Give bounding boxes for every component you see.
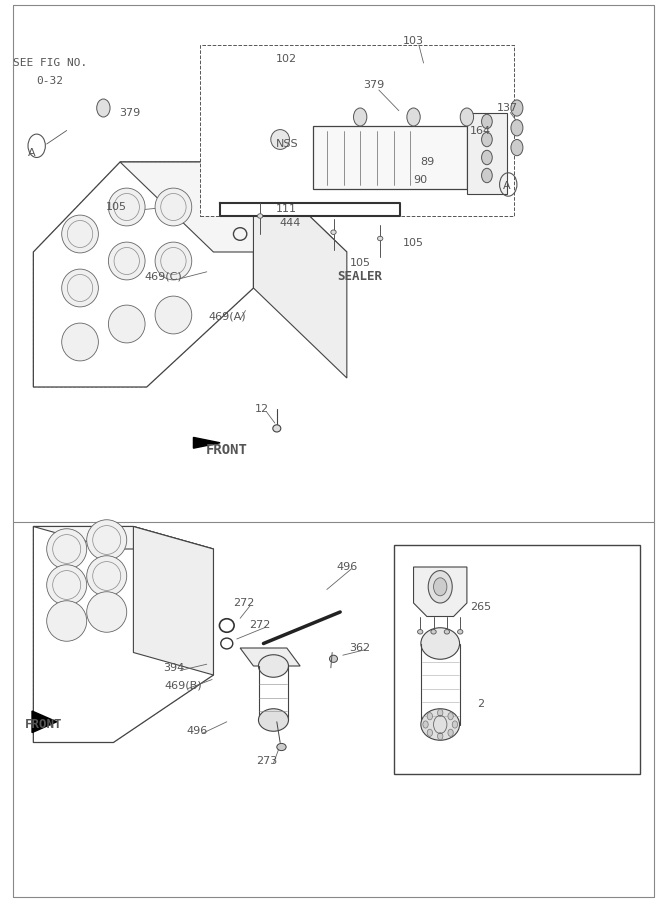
Text: 362: 362 bbox=[350, 643, 371, 653]
Ellipse shape bbox=[418, 630, 423, 634]
Text: 469(A): 469(A) bbox=[208, 311, 245, 322]
Circle shape bbox=[482, 150, 492, 165]
Text: 90: 90 bbox=[413, 175, 428, 185]
Ellipse shape bbox=[87, 555, 127, 596]
Ellipse shape bbox=[108, 242, 145, 280]
Text: 2: 2 bbox=[477, 698, 484, 709]
Text: 12: 12 bbox=[255, 404, 269, 415]
Ellipse shape bbox=[331, 230, 336, 235]
Ellipse shape bbox=[87, 520, 127, 560]
Circle shape bbox=[434, 578, 447, 596]
Text: 496: 496 bbox=[186, 725, 207, 736]
Circle shape bbox=[482, 114, 492, 129]
Ellipse shape bbox=[421, 709, 460, 740]
Circle shape bbox=[428, 571, 452, 603]
Ellipse shape bbox=[444, 630, 450, 634]
Circle shape bbox=[511, 100, 523, 116]
Text: 496: 496 bbox=[336, 562, 358, 572]
Bar bbox=[200, 45, 514, 216]
Text: FRONT: FRONT bbox=[25, 718, 62, 731]
Ellipse shape bbox=[47, 601, 87, 641]
Text: SEALER: SEALER bbox=[338, 270, 383, 283]
Text: 444: 444 bbox=[279, 218, 301, 229]
Circle shape bbox=[452, 721, 458, 728]
Text: A: A bbox=[503, 181, 511, 192]
Polygon shape bbox=[414, 567, 467, 616]
Text: 272: 272 bbox=[233, 598, 254, 608]
Text: 394: 394 bbox=[163, 662, 184, 673]
Text: FRONT: FRONT bbox=[206, 443, 247, 457]
Text: 111: 111 bbox=[276, 203, 297, 214]
Circle shape bbox=[427, 729, 432, 736]
Text: 137: 137 bbox=[496, 103, 518, 113]
Text: 469(C): 469(C) bbox=[145, 271, 182, 282]
Circle shape bbox=[511, 140, 523, 156]
Circle shape bbox=[448, 713, 454, 720]
Ellipse shape bbox=[87, 592, 127, 632]
Ellipse shape bbox=[108, 188, 145, 226]
Polygon shape bbox=[32, 711, 57, 733]
Ellipse shape bbox=[421, 628, 460, 659]
Ellipse shape bbox=[273, 425, 281, 432]
Text: SEE FIG NO.: SEE FIG NO. bbox=[13, 58, 87, 68]
Circle shape bbox=[427, 713, 432, 720]
Polygon shape bbox=[133, 526, 213, 675]
Circle shape bbox=[438, 709, 443, 716]
Polygon shape bbox=[240, 648, 300, 666]
Text: 272: 272 bbox=[249, 620, 271, 631]
Ellipse shape bbox=[61, 323, 99, 361]
Polygon shape bbox=[33, 162, 253, 387]
Circle shape bbox=[482, 132, 492, 147]
Text: 164: 164 bbox=[470, 125, 491, 136]
Text: 105: 105 bbox=[106, 202, 127, 212]
Text: A: A bbox=[28, 148, 36, 158]
Text: 265: 265 bbox=[470, 602, 491, 613]
Polygon shape bbox=[193, 437, 220, 448]
Ellipse shape bbox=[108, 305, 145, 343]
Circle shape bbox=[482, 168, 492, 183]
Circle shape bbox=[438, 733, 443, 740]
Ellipse shape bbox=[258, 655, 288, 677]
Text: 0-32: 0-32 bbox=[37, 76, 63, 86]
Ellipse shape bbox=[271, 130, 289, 149]
Ellipse shape bbox=[47, 529, 87, 570]
Text: 469(B): 469(B) bbox=[165, 680, 202, 691]
Polygon shape bbox=[120, 162, 347, 252]
Text: 105: 105 bbox=[403, 238, 424, 248]
Ellipse shape bbox=[155, 242, 192, 280]
Circle shape bbox=[448, 729, 454, 736]
Ellipse shape bbox=[61, 269, 99, 307]
Polygon shape bbox=[33, 526, 213, 549]
Text: NSS: NSS bbox=[275, 139, 298, 149]
Text: 89: 89 bbox=[420, 157, 434, 167]
Ellipse shape bbox=[155, 296, 192, 334]
Ellipse shape bbox=[458, 630, 463, 634]
Text: 103: 103 bbox=[403, 35, 424, 46]
Circle shape bbox=[354, 108, 367, 126]
Circle shape bbox=[97, 99, 110, 117]
Text: 379: 379 bbox=[363, 80, 384, 91]
Polygon shape bbox=[467, 112, 507, 194]
Circle shape bbox=[511, 120, 523, 136]
Ellipse shape bbox=[431, 630, 436, 634]
Bar bbox=[394, 544, 640, 774]
Polygon shape bbox=[313, 126, 467, 189]
Ellipse shape bbox=[258, 709, 288, 731]
Circle shape bbox=[460, 108, 474, 126]
Ellipse shape bbox=[277, 743, 286, 751]
Circle shape bbox=[407, 108, 420, 126]
Polygon shape bbox=[33, 526, 213, 742]
Ellipse shape bbox=[61, 215, 99, 253]
Text: 273: 273 bbox=[256, 755, 277, 766]
Ellipse shape bbox=[257, 214, 263, 219]
Ellipse shape bbox=[47, 565, 87, 605]
Ellipse shape bbox=[155, 188, 192, 226]
Ellipse shape bbox=[329, 655, 338, 662]
Text: 102: 102 bbox=[276, 53, 297, 64]
Circle shape bbox=[423, 721, 428, 728]
Polygon shape bbox=[253, 162, 347, 378]
Text: 105: 105 bbox=[350, 257, 371, 268]
Ellipse shape bbox=[378, 236, 383, 240]
Text: 379: 379 bbox=[119, 107, 141, 118]
